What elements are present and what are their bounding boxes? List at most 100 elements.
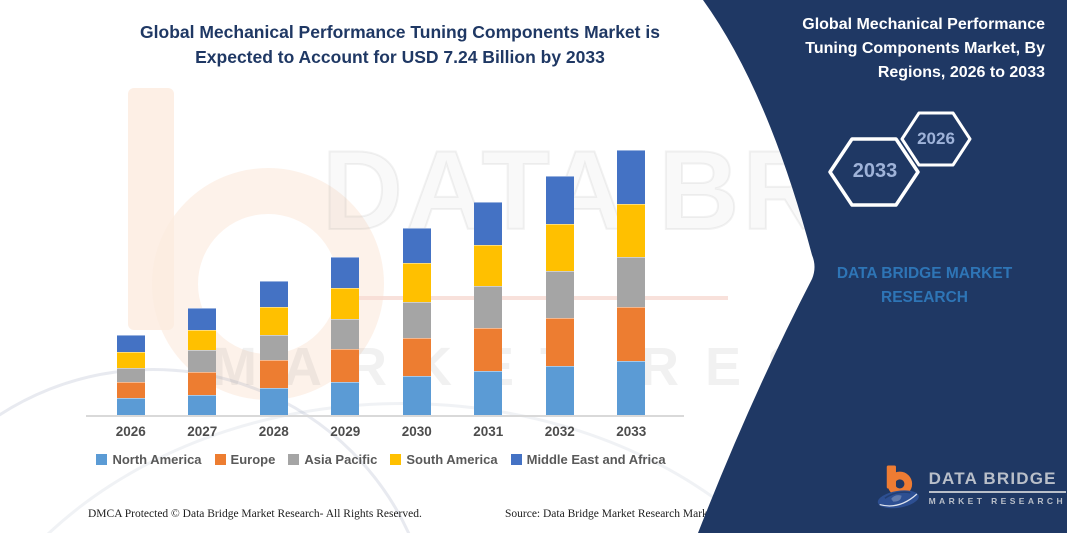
chart-legend: North America Europe Asia Pacific South Ame… <box>60 452 702 467</box>
stacked-bar-2026 <box>116 334 145 415</box>
bar-segment-2029 <box>331 319 360 350</box>
bar-segment-2027 <box>188 350 217 372</box>
legend-label: Europe <box>230 452 276 467</box>
bar-slot-2026 <box>95 150 167 415</box>
bar-segment-2031 <box>474 202 503 245</box>
legend-swatch-icon <box>214 454 226 465</box>
copyright-text: DMCA Protected © Data Bridge Market Rese… <box>88 508 422 520</box>
legend-item: Middle East and Africa <box>510 452 666 467</box>
side-panel-title-line2: Tuning Components Market, By <box>805 40 1045 57</box>
legend-item: Asia Pacific <box>288 452 377 467</box>
bar-slot-2028 <box>238 150 310 415</box>
legend-item: North America <box>96 452 202 467</box>
bar-segment-2030 <box>402 301 431 339</box>
bar-segment-2032 <box>545 366 574 415</box>
stacked-bar-2027 <box>188 308 217 415</box>
bar-segment-2032 <box>545 318 574 367</box>
x-axis-line <box>86 415 684 417</box>
logo-subtitle: MARKET RESEARCH <box>928 495 1066 506</box>
logo-name: DATA BRIDGE <box>928 469 1066 493</box>
data-bridge-logo: DATA BRIDGE MARKET RESEARCH <box>876 452 1066 522</box>
stacked-bar-2029 <box>331 256 360 415</box>
bar-slot-2031 <box>453 150 525 415</box>
bar-slot-2033 <box>596 150 668 415</box>
legend-item: Europe <box>214 452 276 467</box>
bar-segment-2031 <box>474 328 503 372</box>
side-panel-brand-text: DATA BRIDGE MARKET RESEARCH <box>807 262 1042 310</box>
x-axis-label-2027: 2027 <box>187 424 218 439</box>
x-axis-label-2031: 2031 <box>473 424 504 439</box>
bar-segment-2026 <box>116 381 145 398</box>
bar-segment-2030 <box>402 227 431 264</box>
data-bridge-logo-icon <box>877 465 919 509</box>
bar-segment-2026 <box>116 334 145 352</box>
bar-segment-2029 <box>331 287 360 320</box>
chart-title: Global Mechanical Performance Tuning Com… <box>90 20 710 70</box>
bar-segment-2029 <box>331 349 360 383</box>
legend-label: South America <box>406 452 498 467</box>
bar-slot-2029 <box>310 150 382 415</box>
bar-segment-2026 <box>116 367 145 382</box>
x-axis-label-2033: 2033 <box>616 424 647 439</box>
side-panel-title-line3: Regions, 2026 to 2033 <box>877 64 1045 81</box>
x-axis-labels: 2026 2027 2028 2029 2030 2031 2032 2033 <box>95 424 667 439</box>
bar-segment-2026 <box>116 397 145 415</box>
bar-segment-2029 <box>331 382 360 415</box>
bar-segment-2031 <box>474 244 503 286</box>
bar-slot-2027 <box>167 150 239 415</box>
legend-label: Middle East and Africa <box>526 452 666 467</box>
chart-title-line2: Expected to Account for USD 7.24 Billion… <box>195 47 605 67</box>
x-axis-label-2030: 2030 <box>401 424 432 439</box>
bar-segment-2028 <box>259 388 288 415</box>
side-panel-title: Global Mechanical Performance Tuning Com… <box>773 13 1045 85</box>
side-panel-chevron-shape <box>698 0 1067 533</box>
bar-segment-2033 <box>617 307 646 361</box>
bar-segment-2027 <box>188 371 217 395</box>
bar-segment-2033 <box>617 204 646 258</box>
bar-segment-2030 <box>402 338 431 377</box>
bar-segment-2031 <box>474 371 503 415</box>
hexagon-2026 <box>900 111 972 167</box>
bar-segment-2033 <box>617 360 646 415</box>
x-axis-label-2026: 2026 <box>115 424 146 439</box>
hexagon-label-2033: 2033 <box>852 160 898 182</box>
legend-swatch-icon <box>288 454 300 465</box>
watermark-accent-line <box>340 296 728 300</box>
chart-title-line1: Global Mechanical Performance Tuning Com… <box>140 22 660 42</box>
bar-segment-2027 <box>188 330 217 351</box>
bar-segment-2028 <box>259 306 288 335</box>
x-axis-label-2032: 2032 <box>544 424 575 439</box>
brand-line1: DATA BRIDGE MARKET <box>836 265 1013 282</box>
plot-area <box>95 150 667 415</box>
hexagon-label-2026: 2026 <box>917 129 955 148</box>
bar-segment-2032 <box>545 271 574 319</box>
bar-slot-2032 <box>524 150 596 415</box>
bar-segment-2033 <box>617 150 646 205</box>
legend-item: South America <box>390 452 498 467</box>
x-axis-label-2028: 2028 <box>258 424 289 439</box>
stacked-bar-2031 <box>474 202 503 415</box>
brand-line2: RESEARCH <box>881 289 968 306</box>
hexagon-2033 <box>828 137 920 207</box>
stacked-bar-2028 <box>259 281 288 415</box>
bar-segment-2028 <box>259 334 288 361</box>
legend-swatch-icon <box>96 454 108 465</box>
bar-segment-2028 <box>259 360 288 389</box>
bar-segment-2032 <box>545 176 574 224</box>
bar-slot-2030 <box>381 150 453 415</box>
legend-label: Asia Pacific <box>304 452 378 467</box>
bar-segment-2027 <box>188 394 217 415</box>
stacked-bar-2033 <box>617 150 646 415</box>
legend-label: North America <box>112 452 202 467</box>
bar-segment-2030 <box>402 263 431 302</box>
bar-segment-2027 <box>188 308 217 331</box>
side-panel-title-line1: Global Mechanical Performance <box>802 16 1045 33</box>
stacked-bar-2030 <box>402 227 431 415</box>
logo-text: DATA BRIDGE MARKET RESEARCH <box>928 469 1066 506</box>
bar-segment-2030 <box>402 376 431 415</box>
stacked-bar-2032 <box>545 176 574 415</box>
bar-segment-2031 <box>474 285 503 329</box>
bar-segment-2033 <box>617 257 646 308</box>
bar-segment-2026 <box>116 351 145 368</box>
